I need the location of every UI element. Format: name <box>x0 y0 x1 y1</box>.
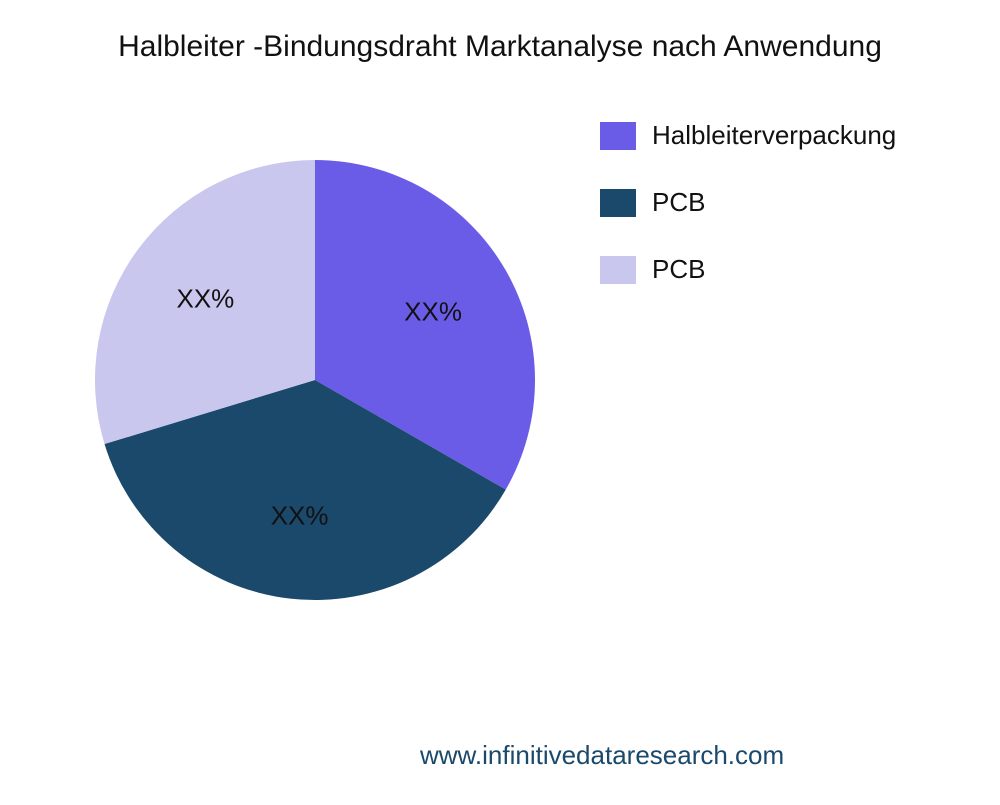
legend-item: PCB <box>600 254 896 285</box>
legend-label: PCB <box>652 187 705 218</box>
pie-slice-label: XX% <box>271 500 329 531</box>
legend-label: Halbleiterverpackung <box>652 120 896 151</box>
chart-legend: Halbleiterverpackung PCB PCB <box>600 120 896 321</box>
legend-swatch <box>600 122 636 150</box>
pie-slice-label: XX% <box>177 283 235 314</box>
legend-item: Halbleiterverpackung <box>600 120 896 151</box>
legend-swatch <box>600 256 636 284</box>
footer-url: www.infinitivedataresearch.com <box>420 740 784 771</box>
legend-label: PCB <box>652 254 705 285</box>
legend-swatch <box>600 189 636 217</box>
legend-item: PCB <box>600 187 896 218</box>
pie-slice-label: XX% <box>404 296 462 327</box>
